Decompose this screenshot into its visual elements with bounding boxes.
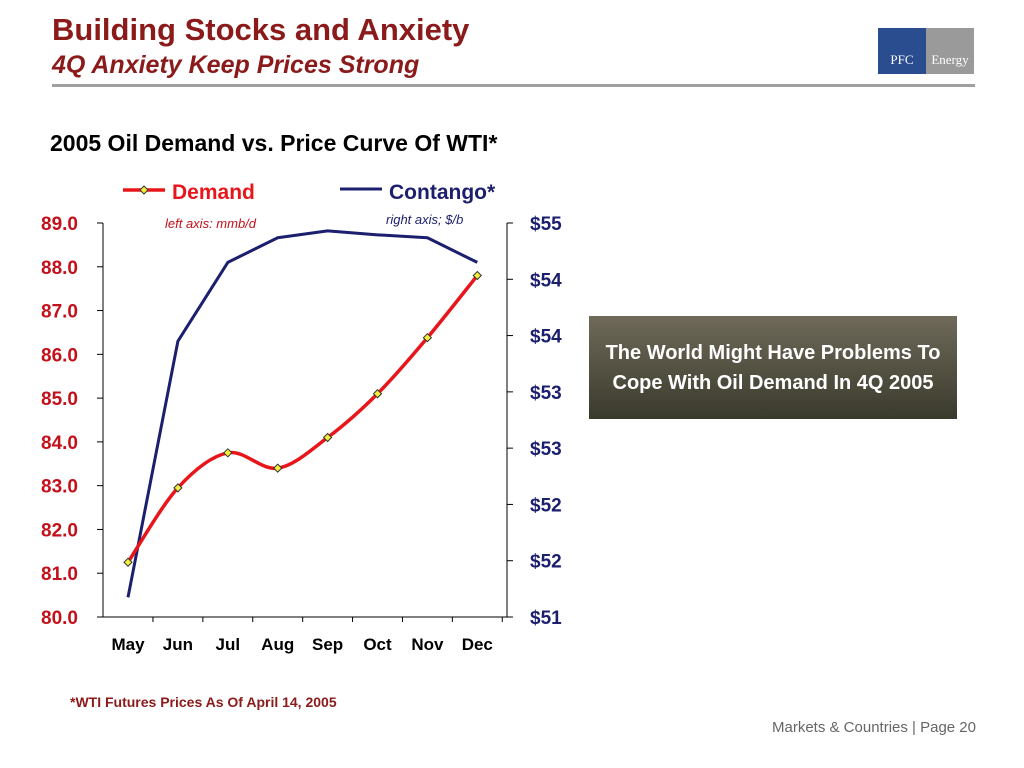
left-axis-tick-label: 87.0 — [41, 302, 78, 323]
legend-contango-label: Contango* — [389, 181, 496, 204]
x-axis-tick-label: Aug — [261, 635, 294, 654]
logo-right: Energy — [926, 28, 974, 74]
legend-demand-marker — [139, 185, 149, 195]
legend-demand-label: Demand — [172, 181, 255, 204]
company-logo: PFC Energy — [878, 28, 974, 74]
demand-data-point — [422, 332, 433, 343]
right-axis-tick-label: $51 — [530, 608, 562, 629]
left-axis-tick-label: 89.0 — [41, 214, 78, 235]
demand-data-point — [223, 448, 233, 458]
right-axis-tick-label: $52 — [530, 552, 562, 573]
logo-left: PFC — [878, 28, 926, 74]
right-axis-tick-label: $53 — [530, 383, 562, 404]
left-axis-note: left axis: mmb/d — [165, 216, 257, 231]
page-title: Building Stocks and Anxiety — [52, 12, 470, 47]
x-axis-tick-label: May — [111, 635, 145, 654]
x-axis-tick-label: Dec — [462, 635, 493, 654]
page-subtitle: 4Q Anxiety Keep Prices Strong — [52, 51, 420, 79]
right-axis-tick-label: $54 — [530, 327, 562, 348]
x-axis-tick-label: Nov — [411, 635, 444, 654]
left-axis-tick-label: 82.0 — [41, 520, 78, 541]
left-axis-tick-label: 88.0 — [41, 258, 78, 279]
x-axis-tick-label: Sep — [312, 635, 343, 654]
header-divider — [52, 84, 975, 87]
left-axis-tick-label: 81.0 — [41, 564, 78, 585]
left-axis-tick-label: 80.0 — [41, 608, 78, 629]
demand-data-point — [372, 389, 383, 399]
right-axis-tick-label: $52 — [530, 495, 562, 516]
page-footer: Markets & Countries | Page 20 — [772, 719, 976, 736]
left-axis-tick-label: 83.0 — [41, 477, 78, 498]
x-axis-tick-label: Oct — [363, 635, 392, 654]
right-axis-tick-label: $53 — [530, 439, 562, 460]
contango-series-line — [126, 229, 478, 598]
right-axis-tick-label: $54 — [530, 270, 562, 291]
left-axis-tick-label: 85.0 — [41, 389, 78, 410]
right-axis-note: right axis; $/b — [386, 212, 463, 227]
callout-box: The World Might Have Problems To Cope Wi… — [589, 316, 957, 419]
x-axis-tick-label: Jun — [163, 635, 193, 654]
footnote: *WTI Futures Prices As Of April 14, 2005 — [70, 694, 337, 710]
right-axis-tick-label: $55 — [530, 214, 562, 235]
chart-title: 2005 Oil Demand vs. Price Curve Of WTI* — [50, 130, 498, 156]
demand-data-point — [472, 270, 483, 281]
x-axis-tick-label: Jul — [216, 635, 241, 654]
left-axis-tick-label: 86.0 — [41, 345, 78, 366]
left-axis-tick-label: 84.0 — [41, 433, 78, 454]
demand-data-point — [173, 483, 183, 493]
demand-data-point — [272, 463, 283, 473]
demand-series-line — [126, 274, 479, 564]
demand-data-point — [322, 432, 333, 443]
demand-data-point — [123, 557, 133, 567]
